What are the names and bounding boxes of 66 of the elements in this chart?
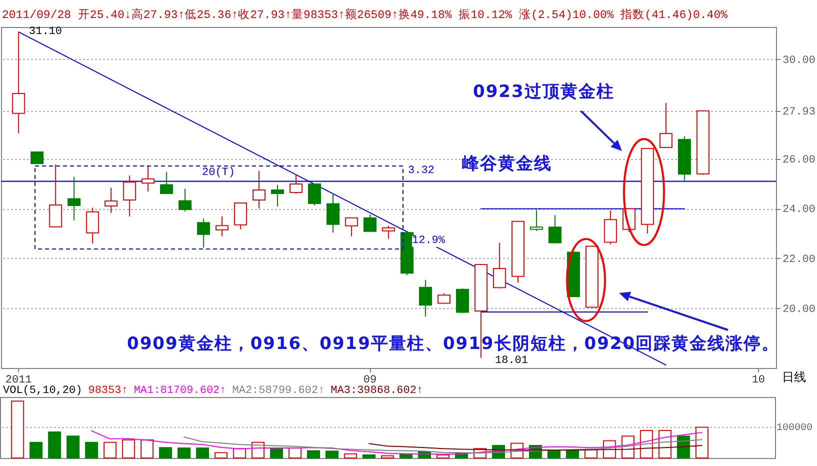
text: 日线 xyxy=(782,370,806,384)
candlestick xyxy=(197,218,210,248)
candlestick xyxy=(548,214,562,244)
y-tick-label: 100000 xyxy=(776,423,813,434)
candlestick xyxy=(252,170,266,209)
candlestick xyxy=(604,210,617,245)
candlestick xyxy=(456,288,469,314)
candlestick xyxy=(364,214,377,232)
annotation: 12.9% xyxy=(412,235,446,247)
y-tick-label: 30.00 xyxy=(782,54,816,67)
candlestick xyxy=(345,217,358,237)
bar xyxy=(326,450,339,458)
text: MA1:81709.602↑ xyxy=(134,385,226,397)
bar xyxy=(196,447,210,458)
bar xyxy=(547,450,560,458)
text: MA2:58799.602↑ xyxy=(232,385,325,397)
candlestick xyxy=(308,184,322,206)
y-tick-label: 26.00 xyxy=(782,154,816,166)
candlestick xyxy=(326,192,340,234)
annotation: 18.01 xyxy=(495,355,528,367)
candlestick xyxy=(86,207,100,244)
candlestick xyxy=(659,102,672,148)
y-tick-label: 20.00 xyxy=(782,304,816,316)
candlestick xyxy=(234,202,248,230)
annotation: 3.32 xyxy=(408,165,434,177)
x-tick-label: 09 xyxy=(363,374,377,386)
bar xyxy=(30,442,43,458)
x-tick-label: 2011 xyxy=(5,374,32,386)
candlestick xyxy=(142,165,155,192)
y-tick-label: 27.93 xyxy=(782,106,816,118)
candlestick xyxy=(178,188,192,212)
candlestick xyxy=(160,171,174,194)
bar xyxy=(566,450,579,458)
bar xyxy=(85,442,98,458)
annotation: 0923过顶黄金柱 xyxy=(473,82,614,102)
candlestick xyxy=(30,151,44,164)
bar xyxy=(362,454,376,458)
ref-line-label: 峰谷黄金线 xyxy=(462,154,552,174)
bar xyxy=(159,447,172,458)
candlestick xyxy=(49,164,62,228)
annotation: 20(T) xyxy=(202,167,236,179)
candlestick xyxy=(382,225,395,240)
text: 98353↑ xyxy=(88,385,128,397)
candlestick xyxy=(271,184,284,207)
candlestick xyxy=(68,176,81,221)
y-tick-label: 22.00 xyxy=(782,254,816,266)
annotation: 31.10 xyxy=(29,26,62,38)
candlestick xyxy=(418,279,432,317)
bar xyxy=(178,447,191,458)
candlestick xyxy=(437,292,450,304)
y-tick-label: 24.00 xyxy=(782,204,816,216)
candlestick xyxy=(492,242,506,289)
legend-title: VOL(5,10,20) xyxy=(3,385,82,397)
candlestick xyxy=(290,174,303,194)
chart-title: 2011/09/28 开25.40↓高27.93↑低25.36↑收27.93↑量98353↑额26509↑换49.18% 振10.12% 涨(2.54)10.00% 指数(41.46)0.40% xyxy=(2,9,728,22)
candlestick xyxy=(104,187,118,214)
bar xyxy=(48,432,62,458)
bar xyxy=(307,450,320,458)
bar xyxy=(66,436,80,458)
candlestick xyxy=(12,31,26,134)
x-tick-label: 10 xyxy=(752,374,766,386)
candlestick xyxy=(530,210,543,232)
bar xyxy=(270,447,284,458)
candlestick xyxy=(123,175,136,217)
candlestick xyxy=(216,216,229,237)
text: MA3:39868.602↑ xyxy=(330,385,424,397)
